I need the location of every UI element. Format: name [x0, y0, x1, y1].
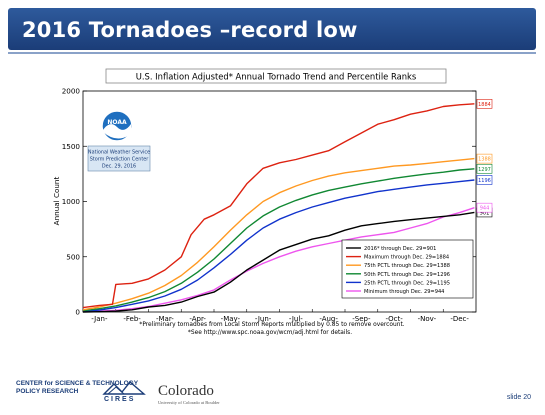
cires-text: CIRES [104, 396, 136, 403]
x-tick-label: -Aug- [319, 315, 338, 323]
end-label-text: 1884 [478, 102, 491, 108]
end-label-text: 1196 [478, 178, 491, 184]
end-label: 1388 [476, 153, 493, 164]
noaa-line1: National Weather Service [88, 150, 150, 156]
noaa-logo-text: NOAA [107, 119, 127, 126]
end-label-text: 1388 [478, 157, 491, 163]
y-axis-label: Annual Count [52, 177, 61, 226]
chart-title: U.S. Inflation Adjusted* Annual Tornado … [136, 72, 417, 82]
end-label-box [476, 202, 493, 213]
cstpr-line1: CENTER for SCIENCE & TECHNOLOGY [16, 380, 139, 387]
end-label: 1297 [476, 163, 493, 174]
x-tick-label: -Nov- [418, 315, 437, 323]
cstpr-logo: CENTER for SCIENCE & TECHNOLOGY POLICY R… [16, 380, 138, 395]
legend-item: Minimum through Dec. 29=944 [364, 289, 444, 295]
end-label-box [476, 99, 493, 109]
chart-legend: 2016* through Dec. 29=901 Maximum through… [341, 239, 474, 299]
slide-number: slide 20 [506, 394, 531, 401]
legend-box [341, 239, 474, 299]
y-tick-label: 2000 [62, 87, 81, 96]
end-label: 1884 [476, 99, 493, 109]
x-tick-label: -Jun- [255, 315, 272, 323]
y-tick-label: 500 [66, 252, 80, 261]
legend-item: Maximum through Dec. 29=1884 [364, 255, 449, 261]
footnote-2: *See http://www.spc.noaa.gov/wcm/adj.htm… [188, 330, 352, 336]
noaa-badge: NOAA National Weather Service Storm Pred… [87, 110, 151, 172]
footnote-1: *Preliminary tornadoes from Local Storm … [139, 322, 404, 328]
legend-item: 2016* through Dec. 29=901 [364, 246, 436, 252]
end-label-box [476, 163, 493, 174]
series-lines [82, 103, 475, 313]
x-tick-label: -Sep- [352, 315, 371, 323]
y-tick-label: 1000 [62, 197, 81, 206]
x-tick-label: -Mar- [156, 315, 174, 323]
cires-logo-icon [102, 380, 146, 395]
series-line [82, 103, 475, 309]
chart-title-box [105, 68, 447, 84]
x-tick-label: -Apr- [189, 315, 206, 323]
x-tick-label: -Jul- [289, 315, 303, 323]
colorado-sub: University of Colorado at Boulder [158, 400, 220, 405]
x-tick-label: -Oct- [385, 315, 403, 323]
end-label: 1196 [476, 175, 493, 185]
end-labels: 901 1884 1388 1297 1196 944 [476, 99, 493, 218]
end-label: 944 [476, 202, 493, 213]
end-label-box [476, 175, 493, 185]
slide-title: 2016 Tornadoes –record low [22, 18, 358, 42]
slide-header: 2016 Tornadoes –record low [8, 8, 536, 50]
noaa-line2: Storm Prediction Center [90, 157, 150, 163]
x-tick-label: -Dec- [450, 315, 469, 323]
noaa-info-box [87, 145, 151, 172]
legend-item: 75th PCTL through Dec. 29=1388 [364, 263, 450, 269]
series-line [82, 168, 475, 312]
series-line [82, 211, 475, 313]
noaa-line3: Dec. 29, 2016 [102, 164, 136, 170]
end-label-text: 901 [480, 210, 490, 216]
end-label-box [476, 153, 493, 164]
series-line [82, 157, 475, 311]
y-tick-label: 0 [75, 308, 80, 317]
noaa-wave-icon [103, 124, 131, 139]
header-rule [8, 52, 536, 54]
end-label-text: 1297 [478, 167, 491, 173]
x-axis-ticks: -Jan- -Feb- -Mar- -Apr- -May- -Jun- -Jul- -Aug-… [82, 309, 469, 323]
legend-item: 50th PCTL through Dec. 29=1296 [364, 272, 450, 278]
end-label-text: 944 [480, 206, 490, 212]
x-tick-label: -Feb- [123, 315, 141, 323]
x-tick-label: -Jan- [91, 315, 108, 323]
y-tick-label: 1500 [62, 142, 81, 151]
colorado-logo: Colorado [158, 383, 214, 399]
series-line [82, 179, 475, 312]
x-tick-label: -May- [221, 315, 241, 323]
legend-item: 25th PCTL through Dec. 29=1195 [364, 280, 450, 286]
cstpr-line2: POLICY RESEARCH [16, 387, 79, 395]
